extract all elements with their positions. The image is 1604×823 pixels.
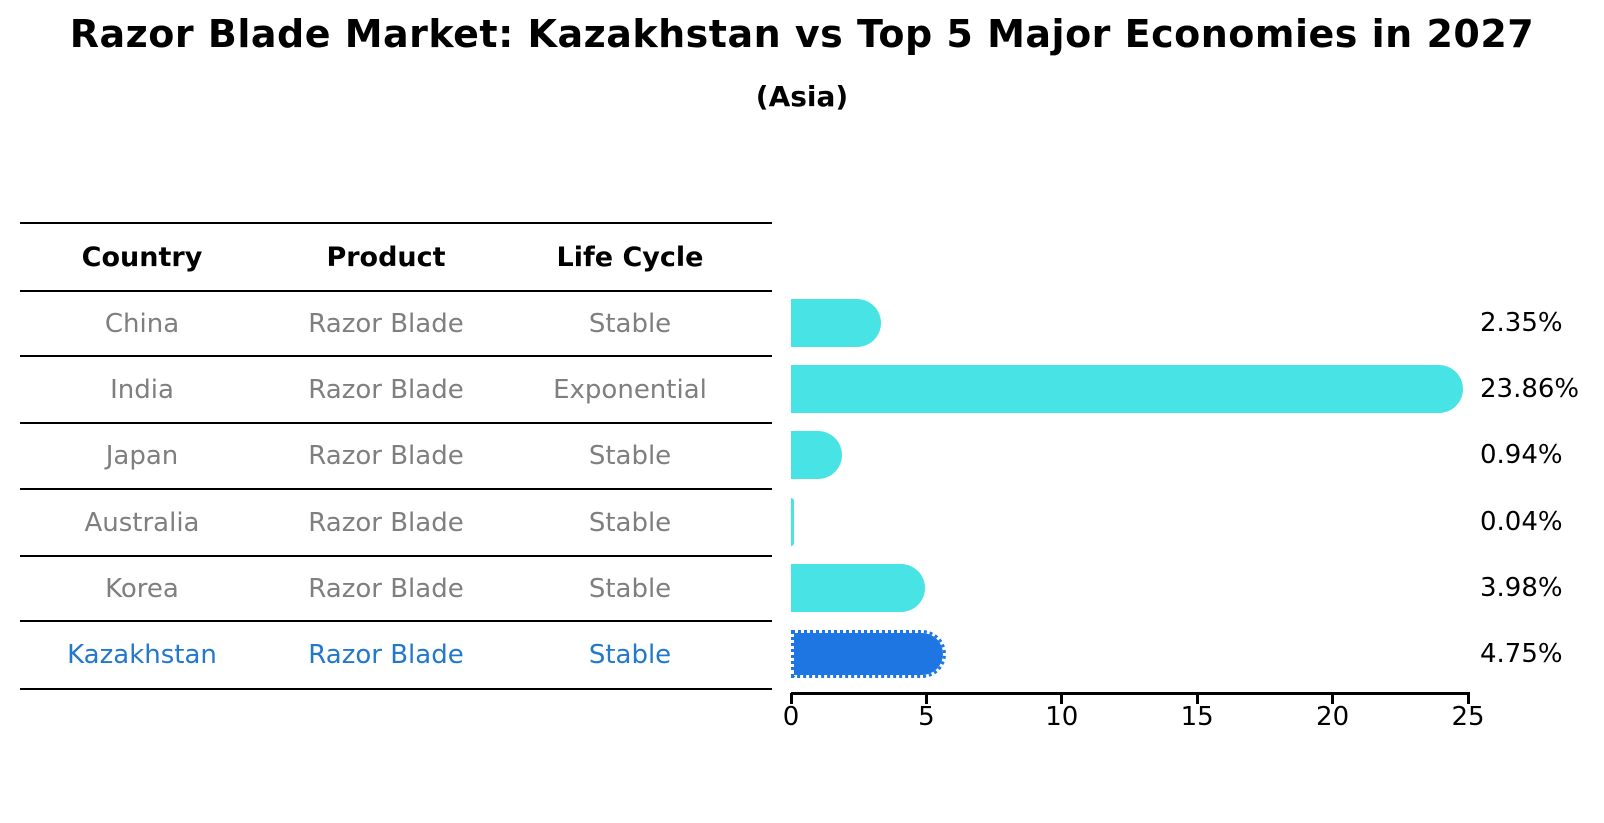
bar-kazakhstan — [791, 630, 946, 678]
x-tick-0 — [789, 693, 793, 704]
table-cell-life-cycle: Stable — [588, 308, 672, 339]
table-cell-life-cycle: Stable — [588, 640, 672, 670]
x-tick-25 — [1466, 693, 1470, 704]
bar-japan — [791, 431, 843, 479]
x-tick-5 — [924, 693, 928, 704]
bar-china — [791, 298, 881, 347]
value-label-india: 23.86% — [1480, 373, 1580, 404]
table-row-korea: Korea Razor Blade Stable — [20, 557, 772, 622]
table-cell-country: Australia — [84, 507, 200, 538]
table-row-china: China Razor Blade Stable — [20, 292, 772, 357]
table-row-india: India Razor Blade Exponential — [20, 357, 772, 424]
table-header-country: Country — [81, 241, 203, 273]
table-header-life-cycle: Life Cycle — [556, 241, 704, 273]
x-tick-label-5: 5 — [918, 702, 935, 732]
table-row-australia: Australia Razor Blade Stable — [20, 490, 772, 557]
x-tick-15 — [1195, 693, 1199, 704]
table-cell-life-cycle: Stable — [588, 507, 672, 538]
value-label-kazakhstan: 4.75% — [1480, 639, 1563, 669]
country-table: Country Product Life Cycle China Razor Bl… — [20, 222, 772, 690]
table-cell-country: India — [110, 374, 174, 405]
x-tick-label-15: 15 — [1180, 702, 1214, 732]
table-header-row: Country Product Life Cycle — [20, 224, 772, 292]
x-tick-label-20: 20 — [1316, 702, 1350, 732]
table-cell-life-cycle: Stable — [588, 573, 672, 604]
table-cell-product: Razor Blade — [308, 640, 464, 670]
x-tick-label-25: 25 — [1451, 702, 1485, 732]
value-label-japan: 0.94% — [1480, 440, 1563, 470]
table-row-japan: Japan Razor Blade Stable — [20, 424, 772, 490]
table-header-product: Product — [326, 241, 446, 273]
table-cell-product: Razor Blade — [308, 374, 464, 405]
table-cell-life-cycle: Exponential — [553, 374, 707, 405]
bar-korea — [791, 563, 925, 612]
table-cell-product: Razor Blade — [308, 308, 464, 339]
table-cell-product: Razor Blade — [308, 507, 464, 538]
x-tick-10 — [1060, 693, 1064, 704]
table-row-kazakhstan: Kazakhstan Razor Blade Stable — [20, 622, 772, 690]
bar-india — [791, 364, 1464, 413]
x-axis-line — [791, 692, 1470, 695]
x-tick-label-10: 10 — [1045, 702, 1079, 732]
bar-australia — [791, 497, 794, 546]
value-label-australia: 0.04% — [1480, 506, 1563, 537]
table-cell-country: Kazakhstan — [67, 640, 217, 670]
table-cell-country: China — [104, 308, 180, 339]
value-label-china: 2.35% — [1480, 307, 1563, 338]
x-tick-label-0: 0 — [782, 702, 800, 732]
table-cell-country: Japan — [105, 441, 179, 471]
table-cell-country: Korea — [105, 573, 179, 604]
x-tick-20 — [1331, 693, 1335, 704]
table-cell-life-cycle: Stable — [588, 441, 672, 471]
table-cell-product: Razor Blade — [308, 573, 464, 604]
value-label-korea: 3.98% — [1480, 572, 1563, 603]
table-cell-product: Razor Blade — [308, 441, 464, 471]
chart-subtitle: (Asia) — [755, 80, 849, 113]
chart-title: Razor Blade Market: Kazakhstan vs Top 5 … — [69, 12, 1535, 56]
